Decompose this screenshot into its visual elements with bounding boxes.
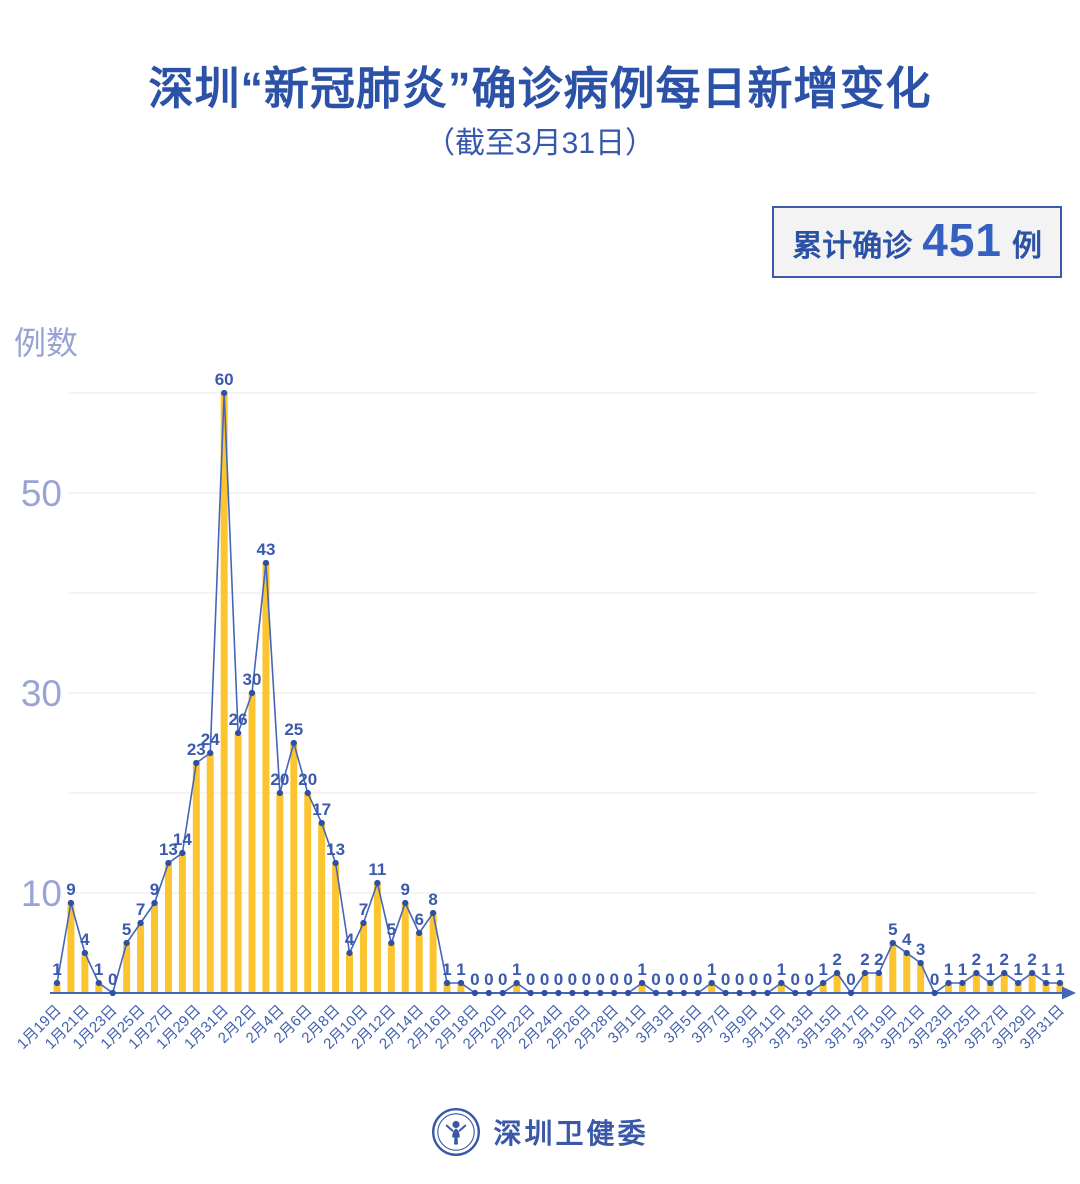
badge-prefix: 累计确诊 [792, 230, 913, 263]
svg-text:0: 0 [665, 970, 674, 989]
svg-text:0: 0 [609, 970, 618, 989]
svg-text:0: 0 [804, 970, 813, 989]
svg-text:1: 1 [1013, 960, 1022, 979]
svg-text:0: 0 [763, 970, 772, 989]
svg-text:4: 4 [80, 930, 90, 949]
svg-text:1: 1 [986, 960, 995, 979]
svg-text:13: 13 [326, 840, 345, 859]
svg-text:3: 3 [916, 940, 925, 959]
svg-text:1: 1 [1055, 960, 1064, 979]
svg-text:2: 2 [832, 950, 841, 969]
svg-text:2: 2 [1000, 950, 1009, 969]
svg-text:1: 1 [958, 960, 967, 979]
svg-text:1: 1 [52, 960, 61, 979]
svg-text:0: 0 [679, 970, 688, 989]
svg-text:0: 0 [846, 970, 855, 989]
svg-text:2: 2 [972, 950, 981, 969]
svg-text:6: 6 [414, 910, 423, 929]
svg-text:1: 1 [818, 960, 827, 979]
svg-text:14: 14 [173, 830, 192, 849]
svg-text:25: 25 [284, 720, 303, 739]
data-points [53, 389, 1064, 997]
svg-text:0: 0 [623, 970, 632, 989]
svg-text:1: 1 [777, 960, 786, 979]
svg-text:1: 1 [512, 960, 521, 979]
org-logo-icon [432, 1108, 481, 1156]
svg-text:0: 0 [930, 970, 939, 989]
badge-suffix: 例 [1012, 230, 1042, 263]
svg-text:0: 0 [526, 970, 535, 989]
x-axis-labels: 1月19日1月21日1月23日1月25日1月27日1月29日1月31日2月2日2… [14, 1002, 1068, 1053]
svg-text:1: 1 [944, 960, 953, 979]
cumulative-total-badge: 累计确诊 451 例 [772, 206, 1062, 278]
svg-text:4: 4 [902, 930, 912, 949]
svg-text:2: 2 [860, 950, 869, 969]
svg-text:23: 23 [187, 740, 206, 759]
svg-text:0: 0 [651, 970, 660, 989]
svg-text:0: 0 [749, 970, 758, 989]
svg-text:0: 0 [554, 970, 563, 989]
svg-text:10: 10 [21, 873, 62, 914]
svg-text:0: 0 [568, 970, 577, 989]
svg-text:4: 4 [345, 930, 355, 949]
svg-text:50: 50 [21, 473, 62, 514]
page-title: 深圳“新冠肺炎”确诊病例每日新增变化 [148, 63, 932, 114]
svg-text:30: 30 [243, 670, 262, 689]
svg-text:9: 9 [401, 880, 410, 899]
svg-text:5: 5 [888, 920, 897, 939]
svg-text:7: 7 [136, 900, 145, 919]
svg-text:0: 0 [498, 970, 507, 989]
org-name: 深圳卫健委 [493, 1118, 649, 1149]
svg-text:0: 0 [693, 970, 702, 989]
svg-text:0: 0 [721, 970, 730, 989]
svg-text:7: 7 [359, 900, 368, 919]
svg-text:11: 11 [368, 860, 386, 879]
y-axis-labels: 10 30 50 [21, 473, 62, 914]
svg-text:1: 1 [637, 960, 646, 979]
svg-text:1: 1 [94, 960, 103, 979]
gridlines [68, 392, 1037, 894]
svg-text:17: 17 [312, 800, 331, 819]
value-labels: 1941057913142324602630432025201713471159… [52, 370, 1064, 989]
svg-text:13: 13 [159, 840, 178, 859]
svg-text:26: 26 [229, 710, 248, 729]
bars [53, 393, 1064, 993]
svg-text:0: 0 [791, 970, 800, 989]
svg-text:30: 30 [21, 673, 62, 714]
svg-text:1: 1 [456, 960, 465, 979]
svg-text:9: 9 [150, 880, 159, 899]
svg-text:5: 5 [387, 920, 396, 939]
svg-text:0: 0 [108, 970, 117, 989]
svg-text:0: 0 [596, 970, 605, 989]
svg-text:2: 2 [874, 950, 883, 969]
svg-text:24: 24 [201, 730, 220, 749]
svg-text:1: 1 [442, 960, 451, 979]
svg-text:0: 0 [484, 970, 493, 989]
svg-text:2: 2 [1027, 950, 1036, 969]
badge-value: 451 [922, 214, 1002, 266]
svg-text:8: 8 [428, 890, 437, 909]
svg-text:20: 20 [298, 770, 317, 789]
footer: 深圳卫健委 [0, 1104, 1080, 1160]
svg-text:43: 43 [256, 540, 275, 559]
y-axis-title: 例数 [14, 325, 79, 361]
svg-text:0: 0 [582, 970, 591, 989]
svg-text:0: 0 [540, 970, 549, 989]
svg-text:60: 60 [215, 370, 234, 389]
page-subtitle: （截至3月31日） [424, 127, 656, 160]
svg-text:20: 20 [270, 770, 289, 789]
svg-text:1: 1 [1041, 960, 1050, 979]
svg-text:0: 0 [470, 970, 479, 989]
svg-text:9: 9 [66, 880, 75, 899]
svg-text:1: 1 [707, 960, 716, 979]
svg-text:5: 5 [122, 920, 131, 939]
svg-text:0: 0 [735, 970, 744, 989]
